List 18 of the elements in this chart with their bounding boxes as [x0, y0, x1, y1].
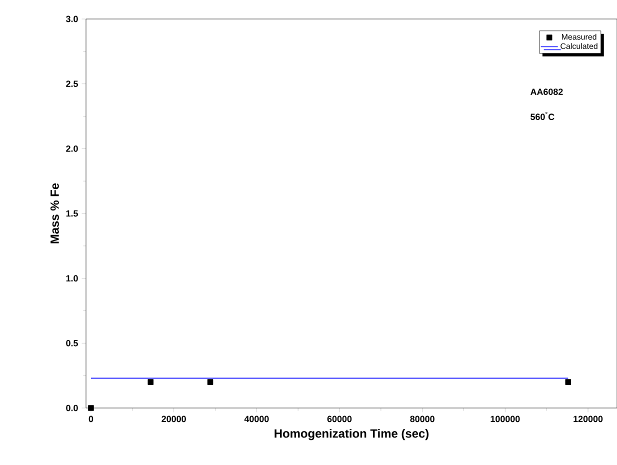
- x-tick-label: 100000: [490, 416, 520, 422]
- y-tick-label: 3.0: [66, 16, 78, 22]
- x-tick-label: 20000: [162, 416, 186, 422]
- y-tick-label: 1.5: [66, 210, 78, 217]
- x-tick-label: 40000: [244, 416, 269, 422]
- x-tick-label: 0: [88, 416, 94, 422]
- y-tick-label: 2.5: [66, 80, 78, 88]
- x-tick-label: 60000: [327, 416, 352, 422]
- annotation: 560$^{°}$C: [530, 112, 554, 120]
- annotation: AA6082: [530, 88, 563, 95]
- y-tick-label: 0.5: [66, 340, 78, 346]
- x-axis-title: Homogenization Time (sec): [274, 428, 429, 440]
- y-tick-label: 1.0: [66, 275, 78, 282]
- y-tick-label: 0.0: [66, 404, 78, 412]
- y-axis-title: Mass % Fe: [50, 183, 59, 244]
- x-tick-label: 120000: [574, 416, 603, 422]
- y-tick-label: 2.0: [66, 145, 78, 152]
- x-tick-label: 80000: [410, 416, 434, 422]
